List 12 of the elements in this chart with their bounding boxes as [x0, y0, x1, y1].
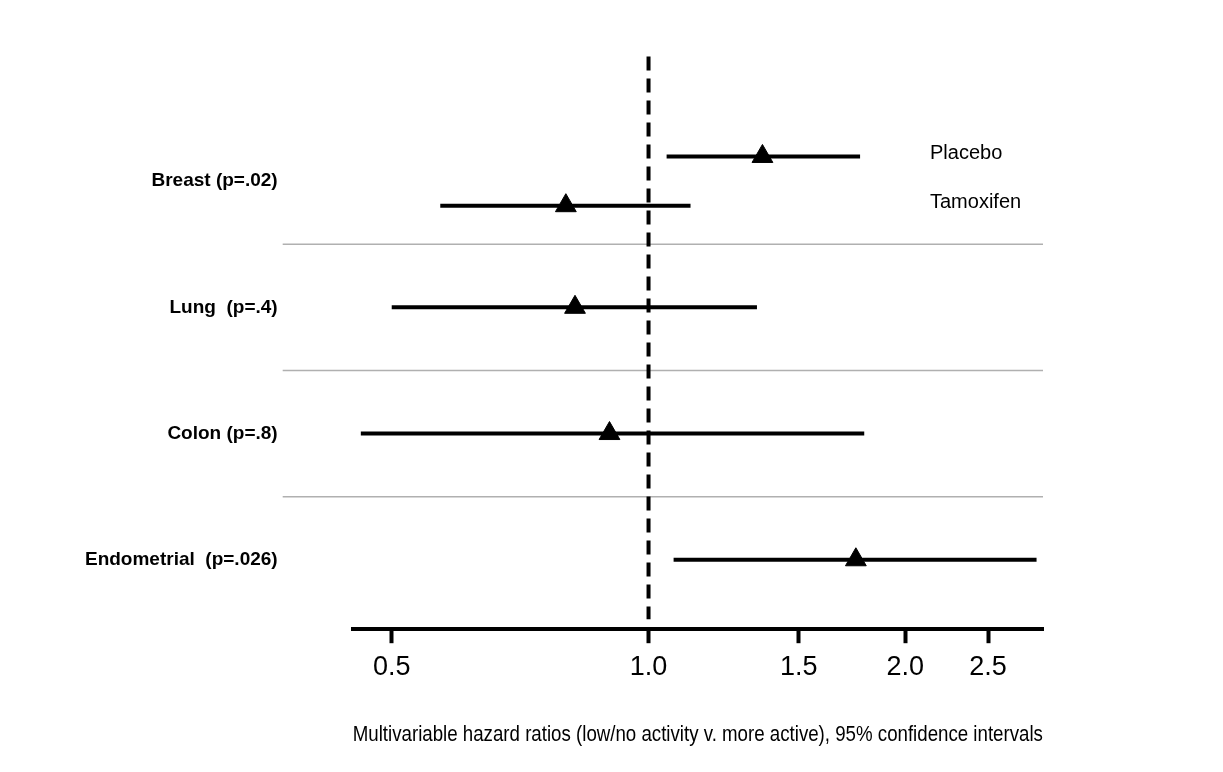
y-tick-label: Colon (p=.8): [167, 421, 278, 443]
y-tick-label: Lung (p=.4): [169, 295, 278, 317]
text: Tamoxifen: [930, 190, 1022, 213]
text: Placebo: [930, 140, 1003, 163]
x-tick-label: 1.0: [629, 650, 668, 681]
y-tick-label: Breast (p=.02): [151, 169, 278, 191]
x-tick-label: 0.5: [372, 650, 411, 681]
y-tick-label: Endometrial (p=.026): [84, 548, 278, 570]
x-tick-label: 2.0: [886, 650, 925, 681]
x-axis-title: Multivariable hazard ratios (low/no activity v. more active), 95% confidence intervals: [352, 721, 1043, 746]
x-tick-label: 1.5: [779, 650, 818, 681]
x-tick-label: 2.5: [969, 650, 1007, 681]
